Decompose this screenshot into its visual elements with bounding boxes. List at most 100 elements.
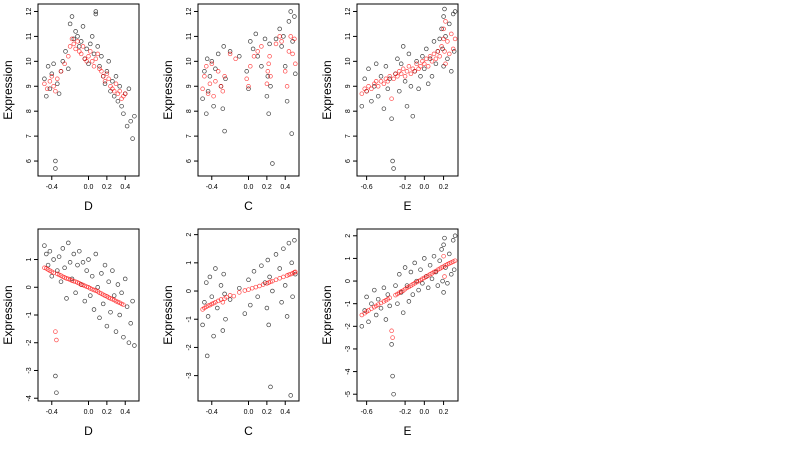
observed-point bbox=[289, 131, 294, 136]
observed-point bbox=[398, 61, 404, 67]
observed-point bbox=[122, 276, 128, 282]
fitted-point bbox=[231, 293, 237, 299]
observed-point bbox=[277, 266, 282, 271]
observed-point bbox=[277, 26, 282, 32]
observed-point bbox=[422, 256, 427, 261]
plot-frame bbox=[37, 3, 140, 177]
x-axis-label: D bbox=[84, 424, 93, 438]
fitted-point bbox=[268, 279, 273, 284]
fitted-point bbox=[89, 59, 95, 64]
x-tick-label: -0.4 bbox=[46, 184, 58, 191]
observed-point bbox=[130, 298, 135, 304]
observed-point bbox=[416, 287, 421, 293]
observed-point bbox=[366, 319, 371, 325]
observed-point bbox=[49, 71, 55, 77]
observed-point bbox=[115, 282, 121, 287]
fitted-point bbox=[244, 76, 249, 82]
observed-point bbox=[110, 268, 115, 273]
fitted-point bbox=[389, 96, 394, 101]
x-tick-label: 0.2 bbox=[439, 184, 449, 191]
observed-point bbox=[246, 277, 251, 283]
observed-point bbox=[113, 329, 119, 334]
panel-top-right: -0.6 -0.2 0.0 0.2 6 7 8 9 10 11 12 E Expression bbox=[320, 3, 459, 213]
fitted-point bbox=[286, 49, 292, 54]
fitted-point bbox=[215, 69, 221, 74]
observed-point bbox=[99, 271, 104, 276]
observed-point bbox=[222, 128, 227, 134]
observed-point bbox=[373, 61, 379, 67]
fitted-point bbox=[44, 86, 50, 92]
fitted-point bbox=[375, 84, 381, 89]
fitted-point bbox=[418, 64, 423, 69]
observed-point bbox=[211, 333, 216, 339]
observed-point bbox=[395, 301, 400, 306]
observed-point bbox=[273, 252, 279, 257]
fitted-point bbox=[248, 64, 253, 69]
fitted-point bbox=[387, 74, 392, 79]
fitted-point bbox=[290, 51, 295, 57]
fitted-point bbox=[369, 86, 374, 92]
observed-point bbox=[266, 322, 271, 328]
observed-point bbox=[222, 291, 227, 297]
observed-point bbox=[80, 24, 86, 29]
x-tick-label: -0.6 bbox=[361, 409, 373, 416]
observed-point bbox=[200, 96, 205, 101]
observed-point bbox=[86, 257, 91, 262]
panel-bottom-right: -0.6 -0.2 0.0 0.2 -5 -4 -3 -2 -1 0 1 2 E Expression bbox=[320, 228, 459, 438]
fitted-point bbox=[220, 88, 226, 94]
fitted-point bbox=[121, 302, 126, 307]
observed-point bbox=[54, 390, 59, 395]
observed-point bbox=[44, 251, 49, 257]
fitted-point bbox=[42, 265, 47, 271]
fitted-point bbox=[268, 74, 273, 79]
observed-point bbox=[270, 288, 275, 294]
fitted-point bbox=[381, 81, 387, 87]
fitted-point bbox=[425, 64, 431, 69]
observed-point bbox=[58, 279, 64, 284]
observed-point bbox=[437, 258, 442, 263]
observed-point bbox=[244, 69, 249, 74]
observed-point bbox=[259, 263, 264, 268]
y-tick-label: -2 bbox=[345, 323, 352, 329]
y-tick-label: 10 bbox=[26, 57, 33, 65]
fitted-point bbox=[433, 56, 439, 62]
observed-point bbox=[77, 248, 82, 254]
y-axis-label: Expression bbox=[161, 60, 175, 119]
observed-point bbox=[91, 307, 97, 312]
x-tick-label: 0.4 bbox=[120, 409, 130, 416]
observed-point bbox=[284, 314, 290, 319]
observed-point bbox=[126, 340, 132, 345]
observed-point bbox=[209, 294, 215, 299]
observed-point bbox=[441, 242, 446, 248]
y-tick-label: 9 bbox=[186, 84, 193, 88]
fitted-point bbox=[53, 88, 58, 94]
observed-point bbox=[119, 103, 124, 109]
observed-point bbox=[132, 343, 137, 348]
observed-point bbox=[55, 81, 60, 87]
observed-point bbox=[445, 56, 450, 62]
observed-point bbox=[270, 161, 275, 166]
panel-bottom-left: -0.4 0.0 0.2 0.4 -4 -3 -2 -1 0 1 D Expression bbox=[1, 228, 140, 438]
observed-point bbox=[439, 247, 444, 252]
fitted-point bbox=[273, 41, 279, 47]
observed-point bbox=[420, 54, 425, 59]
fitted-point bbox=[387, 295, 392, 301]
observed-point bbox=[102, 81, 108, 87]
observed-point bbox=[267, 274, 272, 280]
observed-point bbox=[268, 384, 273, 390]
observed-point bbox=[292, 14, 297, 19]
observed-point bbox=[282, 64, 288, 69]
x-tick-label: 0.2 bbox=[102, 409, 112, 416]
observed-point bbox=[393, 283, 398, 288]
observed-point bbox=[406, 299, 412, 304]
fitted-point bbox=[86, 54, 91, 59]
x-tick-label: -0.4 bbox=[46, 409, 58, 416]
observed-point bbox=[449, 272, 454, 277]
observed-point bbox=[422, 66, 427, 72]
fitted-point bbox=[53, 329, 58, 334]
fitted-point bbox=[441, 26, 446, 32]
observed-point bbox=[45, 64, 51, 69]
observed-point bbox=[202, 300, 207, 305]
observed-point bbox=[204, 280, 209, 285]
observed-point bbox=[267, 41, 272, 47]
